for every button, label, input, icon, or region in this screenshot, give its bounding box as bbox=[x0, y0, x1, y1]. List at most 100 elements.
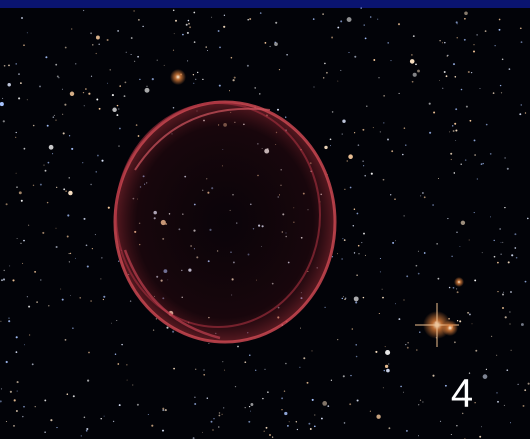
star bbox=[86, 428, 88, 430]
star bbox=[47, 202, 48, 203]
star bbox=[21, 200, 23, 202]
star bbox=[404, 127, 406, 129]
star bbox=[20, 82, 22, 84]
star bbox=[56, 246, 58, 248]
star bbox=[343, 296, 344, 297]
star bbox=[57, 75, 59, 77]
star bbox=[331, 380, 332, 381]
star bbox=[429, 132, 431, 134]
star bbox=[162, 408, 164, 410]
star bbox=[62, 114, 63, 115]
star bbox=[86, 244, 88, 246]
bright-star bbox=[170, 69, 186, 85]
star bbox=[101, 160, 103, 162]
star bbox=[391, 60, 392, 61]
star bbox=[418, 273, 420, 275]
star bbox=[172, 331, 174, 333]
star bbox=[70, 92, 74, 96]
star bbox=[454, 123, 456, 125]
star bbox=[365, 255, 366, 256]
star bbox=[297, 429, 298, 430]
star bbox=[18, 73, 20, 75]
star bbox=[454, 341, 456, 343]
star bbox=[477, 178, 478, 179]
star bbox=[152, 78, 154, 80]
star bbox=[496, 392, 497, 393]
star bbox=[237, 346, 239, 348]
star bbox=[514, 247, 516, 249]
star bbox=[173, 368, 175, 370]
star bbox=[422, 401, 423, 402]
star bbox=[313, 18, 315, 20]
star bbox=[405, 144, 406, 145]
star bbox=[17, 391, 18, 392]
star bbox=[491, 336, 492, 337]
star bbox=[332, 111, 334, 113]
bright-star bbox=[442, 320, 458, 336]
star bbox=[358, 245, 360, 247]
star bbox=[3, 278, 5, 280]
star bbox=[8, 320, 10, 322]
star bbox=[523, 405, 525, 407]
star bbox=[460, 163, 461, 164]
star bbox=[424, 252, 426, 254]
star bbox=[223, 407, 224, 408]
star bbox=[16, 336, 18, 338]
star bbox=[388, 427, 390, 429]
star bbox=[451, 434, 452, 435]
star bbox=[247, 65, 249, 67]
star bbox=[44, 399, 46, 401]
star bbox=[119, 404, 121, 406]
star bbox=[469, 239, 470, 240]
star bbox=[14, 399, 16, 401]
star bbox=[133, 10, 134, 11]
star bbox=[96, 53, 97, 54]
star bbox=[284, 390, 285, 391]
star bbox=[27, 99, 28, 100]
star bbox=[461, 89, 463, 91]
star bbox=[452, 125, 453, 126]
star bbox=[402, 154, 404, 156]
star bbox=[457, 37, 458, 38]
star bbox=[0, 321, 1, 322]
star bbox=[476, 34, 477, 35]
star bbox=[65, 47, 67, 49]
star bbox=[497, 401, 499, 403]
star bbox=[348, 52, 349, 53]
star bbox=[412, 81, 414, 83]
star bbox=[444, 42, 446, 44]
star bbox=[378, 77, 379, 78]
star bbox=[124, 81, 126, 83]
star bbox=[56, 228, 57, 229]
star bbox=[266, 427, 268, 429]
star bbox=[34, 271, 36, 273]
star bbox=[33, 125, 35, 127]
star bbox=[132, 385, 133, 386]
star bbox=[45, 56, 47, 58]
star bbox=[70, 295, 71, 296]
star bbox=[511, 254, 513, 256]
star bbox=[247, 19, 249, 21]
star bbox=[514, 233, 516, 235]
star bbox=[467, 312, 469, 314]
star bbox=[497, 262, 499, 264]
star bbox=[206, 46, 207, 47]
star bbox=[322, 13, 324, 15]
star bbox=[62, 89, 63, 90]
star bbox=[413, 73, 417, 77]
star bbox=[87, 380, 89, 382]
star bbox=[65, 339, 67, 341]
star bbox=[432, 204, 434, 206]
star bbox=[314, 414, 315, 415]
star bbox=[503, 292, 504, 293]
star bbox=[468, 71, 470, 73]
star bbox=[521, 41, 523, 43]
star bbox=[13, 425, 15, 427]
top-bar bbox=[0, 0, 530, 8]
star bbox=[67, 214, 69, 216]
star bbox=[453, 63, 455, 65]
star bbox=[96, 171, 97, 172]
star bbox=[28, 306, 30, 308]
star bbox=[451, 256, 452, 257]
star bbox=[42, 232, 44, 234]
